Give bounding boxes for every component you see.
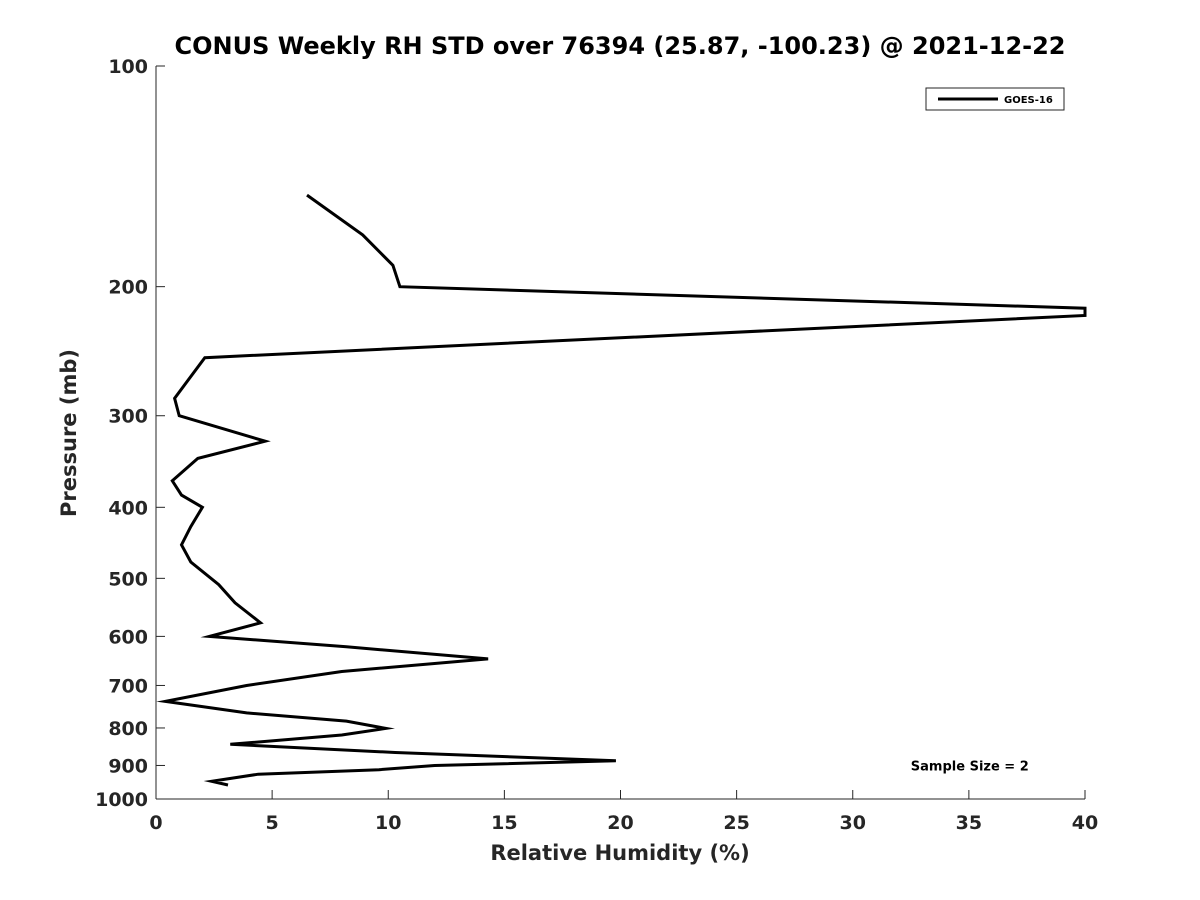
y-tick-label: 100 (108, 56, 148, 78)
y-tick-label: 800 (108, 718, 148, 740)
y-tick-label: 300 (108, 406, 148, 428)
sample-size-annotation: Sample Size = 2 (911, 760, 1029, 775)
x-tick-label: 30 (840, 812, 866, 834)
y-axis-label: Pressure (mb) (57, 349, 81, 517)
y-tick-label: 700 (108, 675, 148, 697)
x-tick-label: 35 (956, 812, 982, 834)
x-tick-label: 20 (607, 812, 633, 834)
x-tick-label: 10 (375, 812, 401, 834)
y-tick-label: 400 (108, 497, 148, 519)
series-layer (156, 193, 1087, 787)
y-tick-label: 200 (108, 277, 148, 299)
y-tick-label: 1000 (95, 789, 148, 811)
x-axis-label: Relative Humidity (%) (490, 841, 749, 865)
legend-label-goes-16: GOES-16 (1004, 95, 1053, 106)
x-tick-label: 5 (266, 812, 279, 834)
x-tick-label: 25 (723, 812, 749, 834)
chart-title: CONUS Weekly RH STD over 76394 (25.87, -… (174, 32, 1065, 60)
series-line-goes-16 (156, 193, 1087, 787)
y-axis: 100 200 300 400 500 600 700 800 900 1000 (95, 56, 165, 811)
x-axis: 0 5 10 15 20 25 30 35 40 (149, 790, 1098, 834)
y-tick-label: 500 (108, 568, 148, 590)
x-tick-label: 15 (491, 812, 517, 834)
x-tick-label: 40 (1072, 812, 1098, 834)
y-tick-label: 900 (108, 755, 148, 777)
y-tick-label: 600 (108, 626, 148, 648)
legend: GOES-16 (925, 87, 1065, 111)
x-tick-label: 0 (149, 812, 162, 834)
